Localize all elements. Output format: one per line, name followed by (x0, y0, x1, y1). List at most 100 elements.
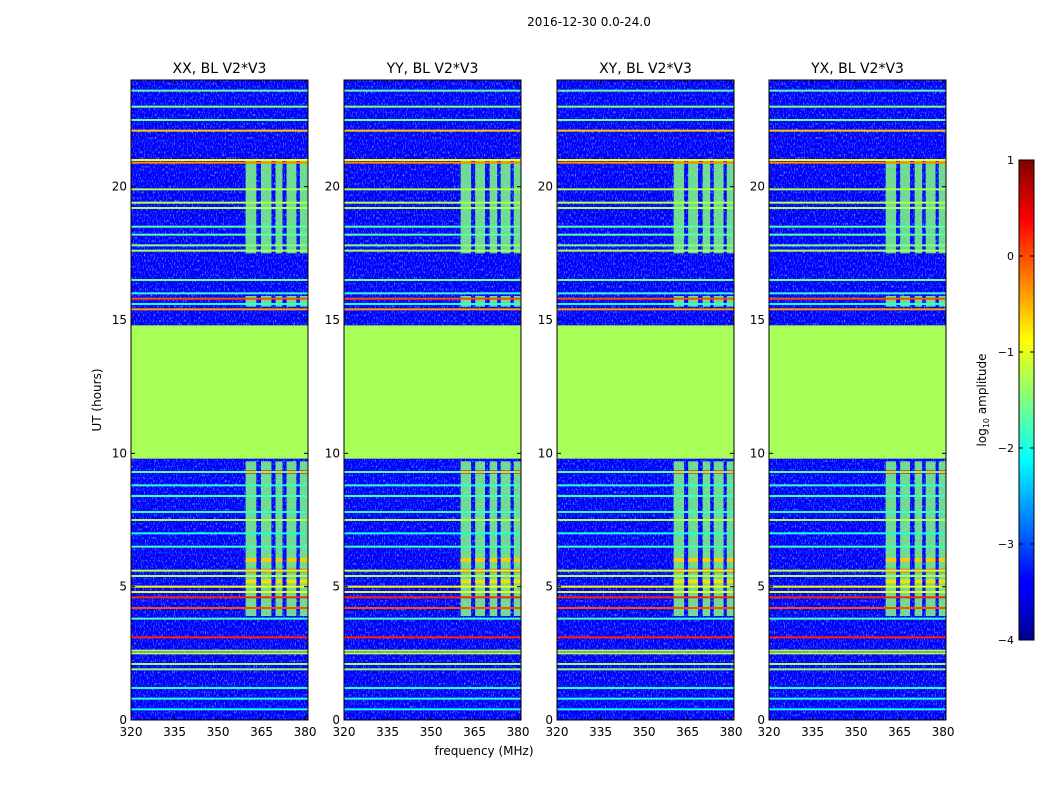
x-tick-label: 350 (845, 725, 868, 739)
rfi-hot-row (460, 558, 472, 562)
horizontal-rfi-line (344, 105, 521, 108)
rfi-hot-row (713, 579, 724, 584)
rfi-band (713, 461, 724, 616)
y-tick-label: 20 (325, 180, 340, 194)
rfi-band (489, 296, 498, 307)
x-tick-label: 380 (507, 725, 530, 739)
x-tick-label: 320 (333, 725, 356, 739)
horizontal-rfi-line (769, 585, 946, 588)
horizontal-rfi-line (769, 607, 946, 609)
rfi-hot-row (925, 558, 936, 562)
colorbar-ticks: 1 0 −1 −2 −3 −4 (998, 154, 1034, 647)
horizontal-rfi-line (769, 308, 946, 311)
flagged-gap (344, 325, 521, 459)
horizontal-rfi-line (769, 225, 946, 228)
rfi-hot-row (245, 579, 257, 584)
horizontal-rfi-line (131, 663, 308, 665)
rfi-band (726, 296, 734, 307)
rfi-hot-row (702, 558, 711, 562)
horizontal-rfi-line (557, 511, 734, 513)
rfi-band (513, 160, 521, 254)
rfi-band (299, 461, 308, 616)
rfi-band (489, 160, 498, 254)
horizontal-rfi-line (557, 303, 734, 305)
horizontal-rfi-line (557, 649, 734, 652)
horizontal-rfi-line (131, 249, 308, 252)
rfi-band (702, 461, 711, 616)
rfi-band (885, 461, 897, 616)
horizontal-rfi-line (557, 207, 734, 209)
horizontal-rfi-line (557, 292, 734, 295)
rfi-hot-row (245, 558, 257, 562)
horizontal-rfi-line (557, 596, 734, 599)
y-tick-label: 5 (545, 580, 553, 594)
panel-frame (130, 79, 309, 721)
horizontal-rfi-line (557, 668, 734, 671)
horizontal-rfi-line (557, 585, 734, 588)
horizontal-rfi-line (769, 649, 946, 652)
rfi-band (938, 461, 946, 616)
y-tick-label: 10 (325, 446, 340, 460)
horizontal-rfi-line (557, 617, 734, 620)
colorbar-gradient (1018, 159, 1035, 641)
y-tick-label: 20 (538, 180, 553, 194)
rfi-band (713, 296, 724, 307)
panel-frame (768, 79, 947, 721)
rfi-hot-row (885, 579, 897, 584)
rfi-band (914, 461, 923, 616)
panel-title: YX, BL V2*V3 (810, 61, 904, 77)
horizontal-rfi-line (344, 159, 521, 161)
horizontal-rfi-line (769, 233, 946, 236)
panel-title: XX, BL V2*V3 (173, 61, 267, 77)
horizontal-rfi-line (344, 279, 521, 281)
horizontal-rfi-line (344, 225, 521, 228)
horizontal-rfi-line (557, 297, 734, 300)
y-tick-label: 5 (119, 580, 127, 594)
y-tick-label: 5 (332, 580, 340, 594)
horizontal-rfi-line (557, 591, 734, 593)
horizontal-rfi-line (557, 244, 734, 247)
x-tick-label: 350 (633, 725, 656, 739)
rfi-band (900, 461, 911, 616)
horizontal-rfi-line (769, 575, 946, 577)
horizontal-rfi-line (131, 532, 308, 535)
rfi-hot-row (726, 579, 734, 584)
y-tick-label: 0 (757, 713, 765, 727)
horizontal-rfi-line (344, 649, 521, 652)
horizontal-rfi-line (557, 188, 734, 191)
horizontal-rfi-line (344, 119, 521, 121)
horizontal-rfi-line (557, 201, 734, 204)
horizontal-rfi-line (344, 308, 521, 311)
horizontal-rfi-line (131, 495, 308, 497)
rfi-hot-row (275, 579, 283, 584)
horizontal-rfi-line (131, 585, 308, 588)
rfi-band (925, 296, 936, 307)
flagged-gap (769, 325, 946, 459)
horizontal-rfi-line (557, 663, 734, 665)
horizontal-rfi-line (131, 292, 308, 295)
horizontal-rfi-line (131, 569, 308, 572)
y-tick-label: 15 (112, 313, 127, 327)
horizontal-rfi-line (344, 244, 521, 247)
rfi-band (900, 160, 911, 254)
rfi-band (885, 296, 897, 307)
horizontal-rfi-line (344, 617, 521, 620)
horizontal-rfi-line (769, 188, 946, 191)
rfi-hot-row (500, 558, 511, 562)
rfi-band (673, 160, 685, 254)
horizontal-rfi-line (557, 687, 734, 689)
x-tick-label: 335 (376, 725, 399, 739)
rfi-band (475, 160, 486, 254)
horizontal-rfi-line (131, 649, 308, 652)
rfi-band (299, 160, 308, 254)
horizontal-rfi-line (344, 607, 521, 609)
rfi-hot-row (500, 579, 511, 584)
horizontal-rfi-line (344, 495, 521, 497)
horizontal-rfi-line (769, 668, 946, 671)
rfi-hot-row (702, 579, 711, 584)
rfi-hot-row (914, 558, 923, 562)
rfi-hot-row (726, 558, 734, 562)
rfi-hot-row (885, 558, 897, 562)
figure-title: 2016-12-30 0.0-24.0 (527, 15, 651, 29)
